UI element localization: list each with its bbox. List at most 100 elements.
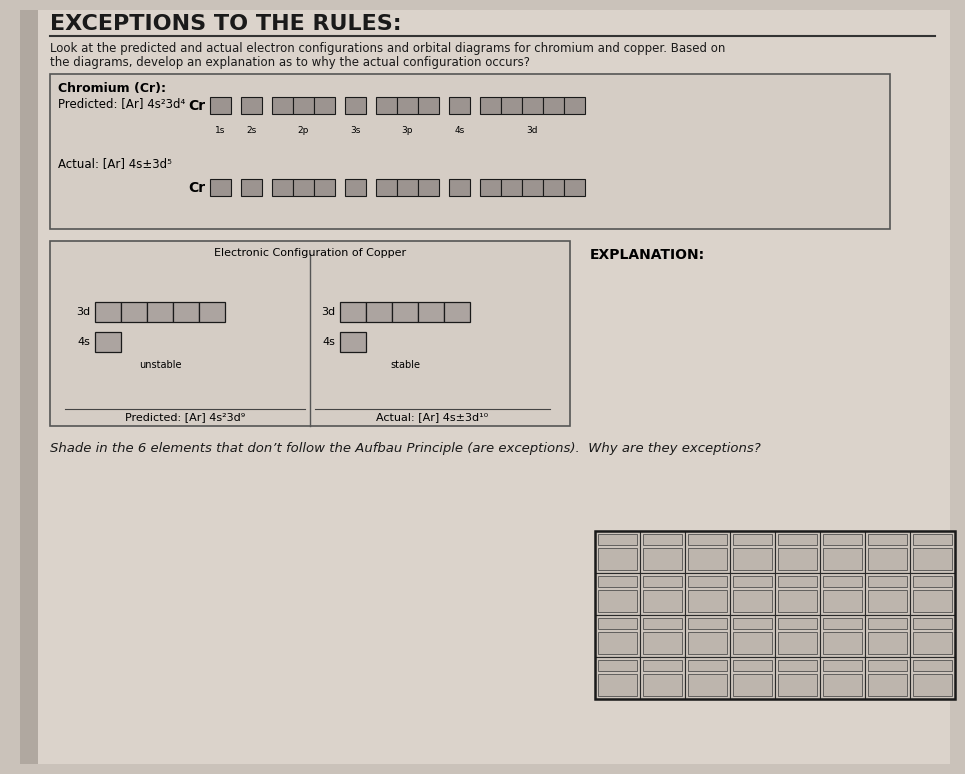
- Bar: [778, 534, 817, 545]
- Bar: [501, 97, 522, 114]
- Text: Look at the predicted and actual electron configurations and orbital diagrams fo: Look at the predicted and actual electro…: [50, 42, 726, 55]
- Bar: [913, 674, 952, 696]
- Bar: [730, 573, 775, 615]
- Bar: [778, 548, 817, 570]
- Bar: [640, 657, 685, 699]
- Bar: [868, 534, 907, 545]
- Bar: [868, 632, 907, 654]
- Text: 4s: 4s: [455, 126, 464, 135]
- Bar: [293, 97, 314, 114]
- Bar: [868, 548, 907, 570]
- Bar: [865, 657, 910, 699]
- Text: 4s: 4s: [322, 337, 335, 347]
- Bar: [688, 660, 727, 671]
- Bar: [733, 590, 772, 612]
- Bar: [595, 657, 640, 699]
- Bar: [20, 10, 38, 764]
- Bar: [543, 179, 564, 196]
- Bar: [480, 97, 501, 114]
- Bar: [199, 302, 225, 322]
- Bar: [293, 179, 314, 196]
- Bar: [910, 531, 955, 573]
- Bar: [543, 97, 564, 114]
- Text: Shade in the 6 elements that don’t follow the Aufbau Principle (are exceptions).: Shade in the 6 elements that don’t follo…: [50, 442, 760, 455]
- Bar: [730, 657, 775, 699]
- Bar: [121, 302, 147, 322]
- Text: Electronic Configuration of Copper: Electronic Configuration of Copper: [214, 248, 406, 258]
- Bar: [775, 531, 820, 573]
- Bar: [95, 302, 121, 322]
- Bar: [397, 97, 418, 114]
- Bar: [95, 332, 121, 352]
- Bar: [823, 576, 862, 587]
- Bar: [366, 302, 392, 322]
- Text: 3d: 3d: [321, 307, 335, 317]
- Bar: [823, 618, 862, 629]
- Text: 2p: 2p: [298, 126, 309, 135]
- Bar: [820, 615, 865, 657]
- Bar: [241, 97, 262, 114]
- Bar: [598, 632, 637, 654]
- Bar: [522, 179, 543, 196]
- Bar: [345, 179, 366, 196]
- Bar: [688, 576, 727, 587]
- Bar: [685, 615, 730, 657]
- Text: 3d: 3d: [527, 126, 538, 135]
- Bar: [823, 632, 862, 654]
- Bar: [688, 548, 727, 570]
- Text: EXPLANATION:: EXPLANATION:: [590, 248, 705, 262]
- Bar: [595, 615, 640, 657]
- Bar: [688, 674, 727, 696]
- Bar: [778, 576, 817, 587]
- Bar: [643, 548, 682, 570]
- Bar: [823, 660, 862, 671]
- Text: 2s: 2s: [246, 126, 257, 135]
- Bar: [778, 590, 817, 612]
- Bar: [598, 576, 637, 587]
- Bar: [50, 241, 570, 426]
- Bar: [340, 332, 366, 352]
- Bar: [865, 573, 910, 615]
- Bar: [865, 531, 910, 573]
- Bar: [643, 576, 682, 587]
- Bar: [685, 531, 730, 573]
- Bar: [449, 179, 470, 196]
- Bar: [913, 576, 952, 587]
- Bar: [595, 531, 640, 573]
- Bar: [272, 179, 293, 196]
- Text: Predicted: [Ar] 4s²3d⁴: Predicted: [Ar] 4s²3d⁴: [58, 97, 185, 110]
- Bar: [913, 534, 952, 545]
- Bar: [823, 590, 862, 612]
- Bar: [910, 657, 955, 699]
- Bar: [147, 302, 173, 322]
- Text: stable: stable: [390, 360, 420, 370]
- Bar: [397, 179, 418, 196]
- Text: EXCEPTIONS TO THE RULES:: EXCEPTIONS TO THE RULES:: [50, 14, 401, 34]
- Bar: [775, 657, 820, 699]
- Bar: [376, 97, 397, 114]
- Bar: [868, 590, 907, 612]
- Bar: [643, 618, 682, 629]
- Bar: [418, 97, 439, 114]
- Bar: [688, 632, 727, 654]
- Bar: [685, 573, 730, 615]
- Bar: [449, 97, 470, 114]
- Bar: [733, 632, 772, 654]
- Bar: [272, 97, 293, 114]
- Bar: [50, 74, 890, 229]
- Bar: [598, 660, 637, 671]
- Bar: [778, 674, 817, 696]
- Text: Actual: [Ar] 4s±3d⁵: Actual: [Ar] 4s±3d⁵: [58, 157, 172, 170]
- Bar: [598, 618, 637, 629]
- Text: Predicted: [Ar] 4s²3d⁹: Predicted: [Ar] 4s²3d⁹: [124, 412, 245, 422]
- Bar: [392, 302, 418, 322]
- Bar: [778, 660, 817, 671]
- Text: Actual: [Ar] 4s±3d¹⁰: Actual: [Ar] 4s±3d¹⁰: [376, 412, 488, 422]
- Bar: [733, 576, 772, 587]
- Text: 3d: 3d: [76, 307, 90, 317]
- Bar: [733, 534, 772, 545]
- Bar: [595, 573, 640, 615]
- Text: Cr: Cr: [188, 180, 205, 194]
- Bar: [778, 618, 817, 629]
- Bar: [640, 531, 685, 573]
